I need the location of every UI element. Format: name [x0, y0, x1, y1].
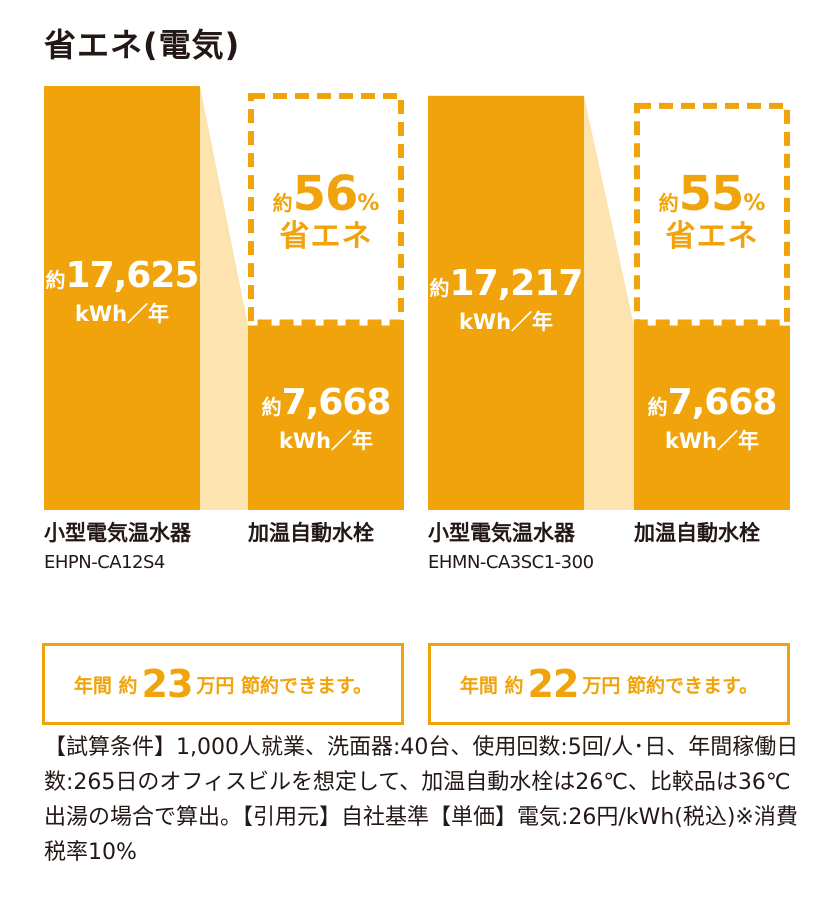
page-title: 省エネ(電気): [44, 26, 241, 64]
bar-connector: [200, 86, 248, 510]
bar-auto-faucet: [248, 325, 404, 510]
category-label: 小型電気温水器 EHMN-CA3SC1-300: [428, 521, 594, 574]
bar-comparison: [428, 95, 584, 510]
savings-dashed-box: [248, 93, 404, 326]
bar-value-label: 約7,668 kWh／年: [647, 382, 778, 453]
bar-value-label: 約7,668 kWh／年: [261, 382, 392, 453]
bar-connector: [584, 95, 634, 510]
savings-dashed-box: [634, 102, 790, 326]
bar-comparison: [44, 86, 200, 510]
category-label: 加温自動水栓: [248, 521, 374, 545]
reduction-label: 約56% 省エネ: [272, 166, 380, 254]
calculation-conditions: 【試算条件】1,000人就業、洗面器:40台、使用回数:5回/人･日、年間稼働日…: [44, 735, 799, 865]
savings-box: 年間 約 23 万円 節約できます。: [42, 643, 404, 725]
bar-value-label: 約17,625 kWh／年: [45, 255, 200, 326]
bar-value-label: 約17,217 kWh／年: [429, 263, 584, 334]
savings-box: 年間 約 22 万円 節約できます。: [428, 643, 790, 725]
category-label: 加温自動水栓: [634, 521, 760, 545]
reduction-label: 約55% 省エネ: [658, 166, 766, 254]
bar-auto-faucet: [634, 325, 790, 510]
category-label: 小型電気温水器 EHPN-CA12S4: [44, 521, 191, 574]
